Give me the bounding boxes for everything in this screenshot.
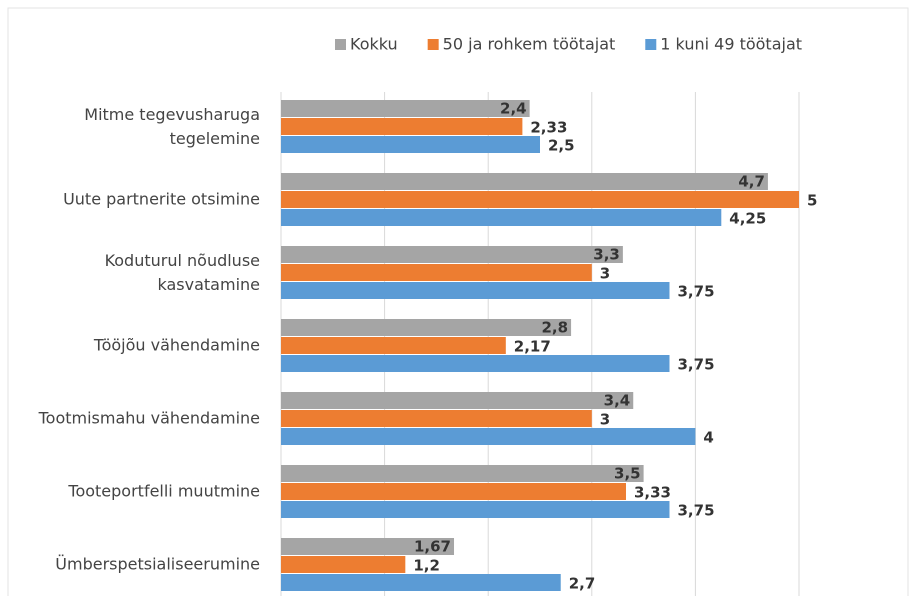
bar [281,337,506,354]
bar [281,465,644,482]
bar [281,574,561,591]
data-label: 3 [600,411,610,429]
data-label: 2,17 [514,338,551,356]
data-label: 2,5 [548,137,575,155]
data-label: 1,2 [413,557,440,575]
bar [281,319,572,336]
data-label: 3,33 [634,484,671,502]
label-line: tegelemine [170,129,260,148]
y-tick-label: Ümberspetsialiseerumine [55,555,260,574]
y-tick-label: Tootmismahu vähendamine [38,409,260,428]
y-tick-label: Uute partnerite otsimine [63,190,260,209]
data-label: 4 [703,429,713,447]
data-label: 3,4 [604,392,631,410]
y-tick-label: Mitme tegevusharuga tegelemine [84,105,260,148]
bar [281,209,722,226]
bar [281,100,530,117]
legend-label: Kokku [350,35,398,54]
bar [281,173,768,190]
data-label: 4,25 [729,210,766,228]
bar [281,355,670,372]
y-tick-label: Tööjõu vähendamine [93,336,260,355]
data-label: 3,5 [614,465,641,483]
bar [281,501,670,518]
y-tick-label: Koduturul nõudluse kasvatamine [105,251,260,294]
bar [281,118,523,135]
data-label: 2,8 [542,319,569,337]
data-label: 3 [600,265,610,283]
data-label: 2,4 [500,100,527,118]
bar [281,246,623,263]
data-label: 3,75 [678,356,715,374]
y-tick-label: Tooteportfelli muutmine [67,482,260,501]
legend-swatch [335,39,346,50]
data-label: 4,7 [738,173,765,191]
bar [281,428,696,445]
data-label: 3,75 [678,502,715,520]
data-label: 2,7 [569,575,596,593]
data-label: 2,33 [530,119,567,137]
bar [281,282,670,299]
legend-swatch [645,39,657,50]
data-label: 1,67 [414,538,451,556]
label-line: Mitme tegevusharuga [84,105,260,124]
data-label: 5 [807,192,817,210]
label-line: kasvatamine [158,275,261,294]
bar [281,136,540,153]
bar [281,483,626,500]
data-label: 3,3 [593,246,620,264]
legend-label: 50 ja rohkem töötajat [443,35,616,54]
bar [281,191,799,208]
label-line: Koduturul nõudluse [105,251,260,270]
bar [281,392,634,409]
data-label: 3,75 [678,283,715,301]
bar [281,538,455,555]
legend-swatch [427,39,439,50]
bar [281,410,592,427]
legend-label: 1 kuni 49 töötajat [660,35,802,54]
bar [281,264,592,281]
bar [281,556,406,573]
